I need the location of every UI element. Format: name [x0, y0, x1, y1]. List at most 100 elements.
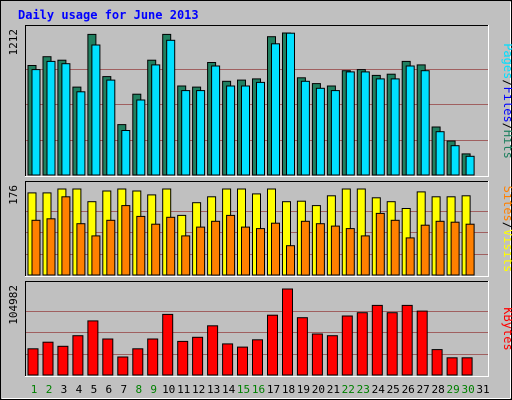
- bar-visits-sites-day-14: [226, 214, 236, 276]
- bar-hits-files-day-22: [345, 71, 355, 176]
- bar-visits-sites-day-16: [256, 228, 265, 276]
- bar-kbytes-kbytes-day-18: [282, 288, 293, 376]
- x-axis: 1 2 3 4 5 6 7 8 9 10 11 12 13 14 15 16 17 18 19 20 21 22 23 24 2…: [31, 383, 490, 396]
- bar-hits-files-day-4: [76, 91, 86, 176]
- bar-visits-sites-day-1: [31, 219, 41, 276]
- bar-visits-sites-day-23: [360, 235, 370, 276]
- bar-visits-sites-day-17: [271, 222, 280, 276]
- legend-item: /: [501, 123, 512, 130]
- bar-hits-files-day-16: [256, 81, 265, 176]
- bar-visits-sites-day-11: [181, 235, 191, 276]
- bar-kbytes-kbytes-day-25: [386, 312, 398, 376]
- bar-hits-files-day-23: [360, 71, 370, 176]
- x-tick-label-day-16: 16: [252, 383, 265, 396]
- legend-item: Visits: [501, 229, 512, 272]
- panels: 1212Pages/Files/Hits176Sites/Visits10498…: [7, 25, 512, 377]
- legend-item: Hits: [501, 130, 512, 159]
- bar-kbytes-kbytes-day-19: [296, 317, 308, 376]
- bar-hits-files-day-27: [420, 70, 430, 176]
- bar-visits-sites-day-21: [330, 225, 340, 276]
- x-tick-label-day-6: 6: [105, 383, 112, 396]
- bar-visits-sites-day-5: [91, 235, 101, 276]
- bar-kbytes-kbytes-day-5: [87, 320, 99, 376]
- bar-visits-sites-day-6: [106, 219, 116, 276]
- panel-visits-max-label: 176: [7, 185, 20, 205]
- x-tick-label-day-21: 21: [327, 383, 340, 396]
- legend-item: KBytes: [501, 307, 512, 350]
- bar-hits-files-day-2: [46, 60, 56, 176]
- legend-item: Files: [501, 87, 512, 123]
- bar-hits-files-day-26: [405, 65, 415, 176]
- bar-kbytes-kbytes-day-28: [431, 349, 443, 376]
- x-tick-label-day-4: 4: [76, 383, 83, 396]
- bar-hits-files-day-25: [390, 78, 400, 176]
- x-tick-label-day-7: 7: [120, 383, 127, 396]
- x-tick-label-day-18: 18: [282, 383, 295, 396]
- bar-visits-sites-day-8: [136, 215, 146, 276]
- bar-kbytes-kbytes-day-23: [356, 312, 368, 376]
- bar-hits-files-day-6: [106, 79, 116, 176]
- bar-hits-files-day-21: [330, 90, 340, 176]
- panel-visits: 176 Sites/Visits: [7, 181, 512, 277]
- x-tick-label-day-19: 19: [297, 383, 310, 396]
- bar-hits-files-day-14: [226, 85, 236, 176]
- legend-item: Pages: [501, 43, 512, 79]
- panel-visits-legend: Sites/Visits: [501, 186, 512, 273]
- x-tick-label-day-27: 27: [417, 383, 430, 396]
- bar-visits-sites-day-15: [241, 226, 250, 276]
- x-tick-label-day-22: 22: [342, 383, 355, 396]
- bar-kbytes-kbytes-day-6: [102, 338, 114, 376]
- bar-kbytes-kbytes-day-2: [42, 341, 54, 376]
- bar-kbytes-kbytes-day-8: [132, 348, 144, 376]
- panel-kbytes-max-label: 104982: [7, 285, 20, 325]
- bar-kbytes-kbytes-day-11: [177, 340, 189, 376]
- bar-kbytes-kbytes-day-24: [371, 304, 383, 376]
- x-tick-label-day-12: 12: [192, 383, 205, 396]
- bar-hits-files-day-13: [211, 65, 221, 176]
- bar-visits-sites-day-20: [315, 223, 325, 276]
- chart-title: Daily usage for June 2013: [18, 8, 199, 22]
- bar-hits-files-day-1: [31, 69, 41, 176]
- x-tick-label-day-26: 26: [402, 383, 415, 396]
- bar-hits-files-day-3: [61, 63, 71, 176]
- x-tick-label-day-30: 30: [461, 383, 474, 396]
- bar-visits-sites-day-18: [286, 245, 295, 276]
- legend-item: /: [501, 79, 512, 86]
- bar-hits-files-day-28: [435, 131, 445, 176]
- x-tick-label-day-20: 20: [312, 383, 325, 396]
- bar-visits-sites-day-12: [196, 226, 206, 276]
- bar-visits-sites-day-24: [375, 212, 385, 276]
- bar-hits-files-day-11: [181, 90, 191, 176]
- bar-visits-sites-day-29: [450, 221, 460, 276]
- bar-hits-files-day-30: [465, 155, 475, 176]
- bar-visits-sites-day-19: [300, 220, 310, 276]
- x-tick-label-day-29: 29: [446, 383, 459, 396]
- panel-hits-legend: Pages/Files/Hits: [501, 43, 512, 159]
- bar-hits-files-day-19: [300, 80, 310, 176]
- bar-kbytes-kbytes-day-10: [162, 313, 174, 376]
- bar-visits-sites-day-26: [405, 237, 415, 276]
- x-tick-label-day-5: 5: [91, 383, 98, 396]
- bar-hits-files-day-17: [271, 43, 280, 176]
- legend-item: /: [501, 222, 512, 229]
- x-tick-label-day-31: 31: [476, 383, 489, 396]
- x-tick-label-day-3: 3: [61, 383, 68, 396]
- bar-kbytes-kbytes-day-26: [401, 304, 413, 376]
- x-tick-label-day-8: 8: [135, 383, 142, 396]
- bar-hits-files-day-18: [286, 32, 295, 176]
- legend-item: Sites: [501, 186, 512, 222]
- bar-hits-files-day-29: [450, 145, 460, 176]
- bar-visits-sites-day-28: [435, 220, 445, 276]
- bar-kbytes-kbytes-day-22: [341, 315, 353, 376]
- bar-hits-files-day-5: [91, 44, 101, 176]
- bar-kbytes-kbytes-day-29: [446, 357, 458, 376]
- bar-kbytes-kbytes-day-15: [237, 346, 248, 376]
- x-tick-label-day-28: 28: [431, 383, 444, 396]
- x-tick-label-day-11: 11: [177, 383, 190, 396]
- bar-visits-sites-day-30: [465, 223, 475, 276]
- bar-kbytes-kbytes-day-3: [57, 345, 69, 376]
- bar-visits-sites-day-4: [76, 223, 86, 276]
- bar-visits-sites-day-2: [46, 218, 56, 276]
